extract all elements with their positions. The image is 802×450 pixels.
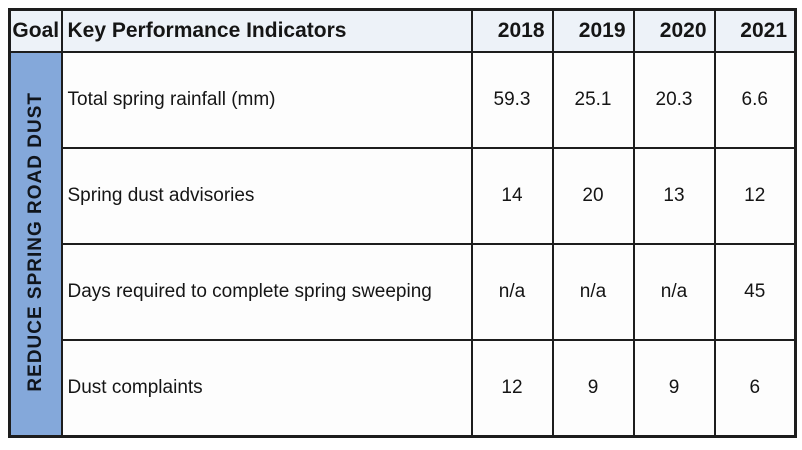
goal-vertical-label: REDUCE SPRING ROAD DUST — [24, 91, 46, 392]
value-advisories-2018: 14 — [470, 146, 554, 246]
year-header-2019: 2019 — [551, 8, 635, 53]
kpi-label-advisories: Spring dust advisories — [60, 146, 473, 246]
value-complaints-2020: 9 — [632, 339, 716, 438]
value-sweeping-2020: n/a — [632, 243, 716, 342]
value-complaints-2021: 6 — [713, 339, 797, 438]
table-row: Days required to complete spring sweepin… — [10, 243, 797, 342]
value-rainfall-2019: 25.1 — [551, 50, 635, 149]
value-complaints-2019: 9 — [551, 339, 635, 438]
table-row: REDUCE SPRING ROAD DUST Total spring rai… — [8, 50, 797, 438]
table-row: Dust complaints 12 9 9 6 — [10, 339, 797, 438]
value-sweeping-2019: n/a — [551, 243, 635, 342]
table-row: Spring dust advisories 14 20 13 12 — [10, 146, 797, 246]
value-sweeping-2018: n/a — [470, 243, 554, 342]
value-rainfall-2020: 20.3 — [632, 50, 716, 149]
value-rainfall-2021: 6.6 — [713, 50, 797, 149]
value-advisories-2020: 13 — [632, 146, 716, 246]
year-header-2021: 2021 — [713, 8, 797, 53]
value-rainfall-2018: 59.3 — [470, 50, 554, 149]
year-header-2018: 2018 — [470, 8, 554, 53]
table-header-row: Goal Key Performance Indicators 2018 201… — [8, 8, 797, 53]
kpi-label-complaints: Dust complaints — [60, 339, 473, 438]
value-complaints-2018: 12 — [470, 339, 554, 438]
value-sweeping-2021: 45 — [713, 243, 797, 342]
value-advisories-2021: 12 — [713, 146, 797, 246]
kpi-column-header: Key Performance Indicators — [60, 8, 473, 53]
kpi-label-sweeping-days: Days required to complete spring sweepin… — [60, 243, 473, 342]
value-advisories-2019: 20 — [551, 146, 635, 246]
year-header-2020: 2020 — [632, 8, 716, 53]
kpi-table: Goal Key Performance Indicators 2018 201… — [8, 8, 797, 438]
goal-column-header: Goal — [8, 8, 63, 53]
goal-cell: REDUCE SPRING ROAD DUST — [8, 50, 63, 438]
kpi-label-rainfall: Total spring rainfall (mm) — [60, 50, 473, 149]
